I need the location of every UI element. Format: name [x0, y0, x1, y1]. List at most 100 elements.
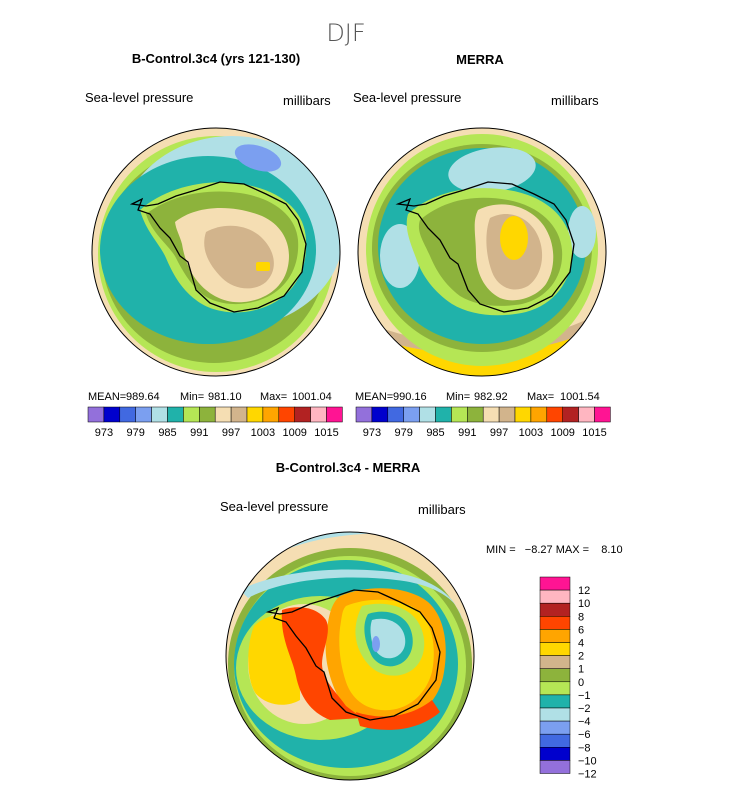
- colorbar-tick-label: 985: [158, 427, 176, 439]
- colorbar-swatch: [371, 406, 389, 423]
- colorbar-tick-label: 991: [458, 427, 476, 439]
- colorbar-tick-label: −2: [578, 703, 591, 715]
- colorbar-swatch: [246, 406, 264, 423]
- colorbar-tick-label: 2: [578, 651, 584, 663]
- colorbar-tick-label: 8: [578, 611, 584, 623]
- colorbar-tick-label: −8: [578, 742, 591, 754]
- colorbar-swatch: [562, 406, 579, 423]
- colorbar-tick-label: 1003: [251, 427, 275, 439]
- colorbar-swatch: [539, 576, 571, 591]
- colorbar-tick-label: 6: [578, 624, 584, 636]
- colorbar-swatch: [539, 707, 571, 722]
- colorbar-swatch: [539, 733, 571, 748]
- panel-merra-title: MERRA: [456, 52, 504, 67]
- colorbar-swatch: [539, 720, 571, 735]
- colorbar-swatch: [546, 406, 563, 423]
- colorbar-tick-label: 10: [578, 598, 590, 610]
- panel-merra: MERRA Sea-level pressure millibars MEAN=…: [353, 52, 611, 439]
- colorbar-swatch: [310, 406, 327, 423]
- colorbar-swatch: [326, 406, 343, 423]
- panel-model-max-label: Max=: [260, 391, 287, 403]
- colorbar-swatch: [539, 589, 571, 604]
- panel-model-max: 1001.04: [292, 391, 332, 403]
- colorbar-tick-label: 1009: [550, 427, 574, 439]
- colorbar-tick-label: 1015: [582, 427, 606, 439]
- colorbar-swatch: [530, 406, 548, 423]
- colorbar-swatch: [539, 760, 571, 774]
- panel-difference-stats: MIN = −8.27 MAX = 8.10: [486, 544, 623, 556]
- panel-difference-units: millibars: [418, 502, 466, 517]
- colorbar-tick-label: 1015: [314, 427, 338, 439]
- colorbar-swatch: [403, 406, 420, 423]
- colorbar-tick-label: 1: [578, 664, 584, 676]
- colorbar-swatch: [183, 406, 200, 423]
- colorbar-tick-label: 12: [578, 585, 590, 597]
- colorbar-swatch: [103, 406, 121, 423]
- colorbar-swatch: [87, 406, 105, 423]
- panel-merra-min-label: Min=: [446, 391, 470, 403]
- colorbar-swatch: [355, 406, 373, 423]
- panel-difference-title: B-Control.3c4 - MERRA: [276, 460, 421, 475]
- colorbar-swatch: [119, 406, 136, 423]
- panel-merra-colorbar: 973 979 985 991 997 1003 1009 1015: [355, 406, 611, 439]
- page-title: DJF: [326, 19, 365, 47]
- panel-model-min-label: Min=: [180, 391, 204, 403]
- panel-model-mean-label: MEAN=: [88, 391, 126, 403]
- colorbar-swatch: [539, 602, 571, 617]
- colorbar-swatch: [539, 668, 571, 683]
- colorbar-swatch: [135, 406, 152, 423]
- colorbar-swatch: [262, 406, 280, 423]
- panel-model-mean: 989.64: [126, 391, 160, 403]
- panel-model-colorbar: 973 979 985 991 997 1003 1009 1015: [87, 406, 343, 439]
- colorbar-tick-label: 997: [490, 427, 508, 439]
- colorbar-tick-label: 973: [95, 427, 113, 439]
- panel-merra-min: 982.92: [474, 391, 508, 403]
- colorbar-swatch: [451, 406, 468, 423]
- colorbar-swatch: [482, 406, 500, 423]
- colorbar-swatch: [419, 406, 436, 423]
- colorbar-tick-label: 1003: [519, 427, 543, 439]
- colorbar-swatch: [539, 694, 571, 709]
- panel-model-map: [92, 128, 340, 376]
- colorbar-tick-label: 979: [127, 427, 145, 439]
- colorbar-tick-label: −1: [578, 690, 591, 702]
- colorbar-tick-label: 991: [190, 427, 208, 439]
- colorbar-swatch: [539, 616, 571, 630]
- colorbar-swatch: [514, 406, 532, 423]
- colorbar-swatch: [594, 406, 611, 423]
- colorbar-swatch: [278, 406, 295, 423]
- colorbar-swatch: [230, 406, 248, 423]
- panel-difference-map: [226, 532, 474, 780]
- panel-difference: B-Control.3c4 - MERRA Sea-level pressure…: [220, 460, 623, 781]
- colorbar-swatch: [498, 406, 516, 423]
- panel-model-title: B-Control.3c4 (yrs 121-130): [132, 51, 300, 66]
- panel-merra-units: millibars: [551, 93, 599, 108]
- colorbar-tick-label: 997: [222, 427, 240, 439]
- colorbar-swatch: [539, 629, 571, 643]
- colorbar-swatch: [387, 406, 404, 423]
- colorbar-tick-label: −4: [578, 716, 591, 728]
- colorbar-swatch: [467, 406, 484, 423]
- panel-merra-variable: Sea-level pressure: [353, 90, 461, 105]
- colorbar-swatch: [294, 406, 311, 423]
- colorbar-swatch: [435, 406, 452, 423]
- colorbar-tick-label: 973: [363, 427, 381, 439]
- panel-difference-variable: Sea-level pressure: [220, 499, 328, 514]
- panel-merra-max: 1001.54: [560, 391, 600, 403]
- panel-merra-map: [358, 128, 606, 376]
- panel-model-variable: Sea-level pressure: [85, 90, 193, 105]
- colorbar-tick-label: 985: [426, 427, 444, 439]
- colorbar-tick-label: −6: [578, 729, 591, 741]
- panel-merra-max-label: Max=: [527, 391, 554, 403]
- colorbar-tick-label: 979: [395, 427, 413, 439]
- panel-model-units: millibars: [283, 93, 331, 108]
- panel-model-min: 981.10: [208, 391, 242, 403]
- colorbar-swatch: [539, 642, 571, 656]
- colorbar-swatch: [539, 655, 571, 669]
- colorbar-tick-label: −10: [578, 755, 597, 767]
- colorbar-tick-label: 4: [578, 638, 584, 650]
- colorbar-tick-label: −12: [578, 769, 597, 781]
- panel-model: B-Control.3c4 (yrs 121-130) Sea-level pr…: [85, 51, 343, 439]
